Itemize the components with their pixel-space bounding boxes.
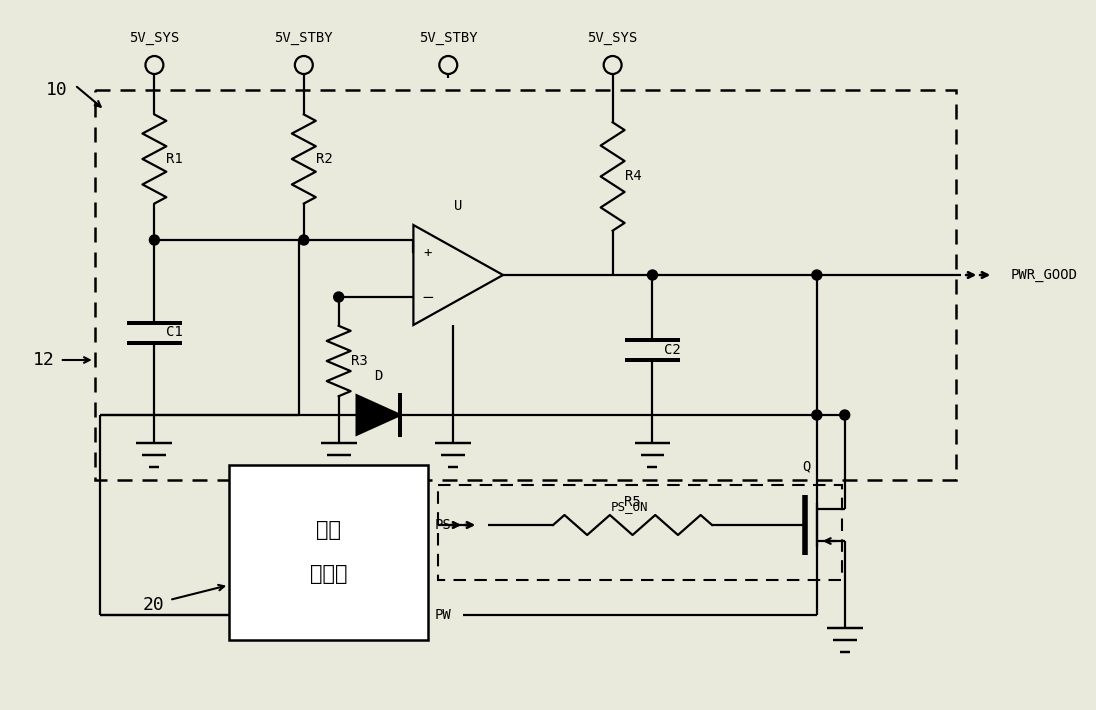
- Text: 电脑: 电脑: [317, 520, 341, 540]
- Circle shape: [295, 56, 312, 74]
- Text: 5V_STBY: 5V_STBY: [419, 31, 478, 45]
- Text: PWR_GOOD: PWR_GOOD: [1012, 268, 1078, 282]
- Text: 主机板: 主机板: [310, 564, 347, 584]
- Text: PW: PW: [434, 608, 452, 622]
- Text: 20: 20: [142, 596, 164, 614]
- Circle shape: [812, 270, 822, 280]
- Text: R5: R5: [625, 495, 641, 509]
- Text: C1: C1: [167, 325, 183, 339]
- Text: −: −: [421, 290, 434, 305]
- Text: C2: C2: [664, 343, 682, 357]
- Polygon shape: [356, 395, 400, 435]
- Text: PS_ON: PS_ON: [610, 501, 649, 513]
- Circle shape: [333, 292, 344, 302]
- Text: U: U: [454, 199, 463, 213]
- Text: D: D: [375, 369, 383, 383]
- Circle shape: [146, 56, 163, 74]
- Text: Q: Q: [802, 459, 811, 473]
- Text: R2: R2: [316, 152, 332, 166]
- Circle shape: [604, 56, 621, 74]
- Text: R1: R1: [167, 152, 183, 166]
- Text: 10: 10: [46, 81, 68, 99]
- Circle shape: [840, 410, 849, 420]
- Text: 5V_STBY: 5V_STBY: [274, 31, 333, 45]
- Text: 12: 12: [33, 351, 55, 369]
- Circle shape: [812, 410, 822, 420]
- Text: PS: PS: [434, 518, 452, 532]
- Text: R4: R4: [625, 170, 641, 183]
- Circle shape: [149, 235, 159, 245]
- FancyBboxPatch shape: [229, 465, 429, 640]
- Text: +: +: [423, 246, 432, 260]
- Text: 5V_SYS: 5V_SYS: [129, 31, 180, 45]
- Circle shape: [648, 270, 658, 280]
- Text: R3: R3: [351, 354, 367, 368]
- Circle shape: [439, 56, 457, 74]
- Circle shape: [299, 235, 309, 245]
- Text: 5V_SYS: 5V_SYS: [587, 31, 638, 45]
